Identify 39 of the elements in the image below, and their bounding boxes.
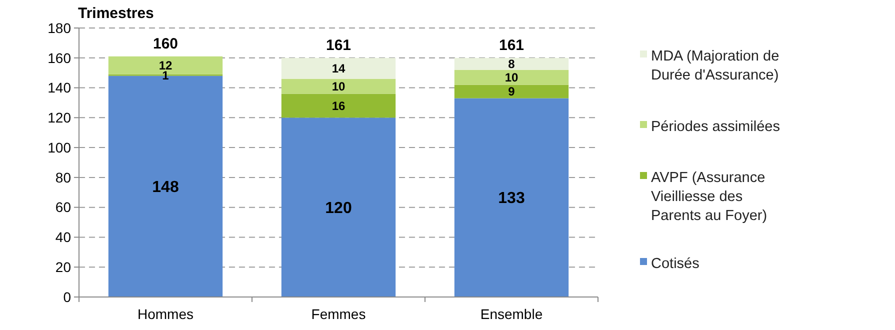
data-label: 16 xyxy=(332,98,346,113)
total-label: 161 xyxy=(326,36,352,54)
y-tick-label: 160 xyxy=(48,50,72,66)
y-tick-label: 120 xyxy=(48,110,72,126)
bar xyxy=(281,78,396,94)
legend-label: Cotisés xyxy=(651,256,700,272)
y-tick-label: 80 xyxy=(55,169,72,186)
data-label: 8 xyxy=(508,57,516,72)
data-label: 14 xyxy=(332,62,346,76)
data-label: 148 xyxy=(152,179,179,196)
bar xyxy=(281,118,396,297)
bar xyxy=(454,58,569,70)
y-tick-label: 140 xyxy=(48,80,72,96)
x-tick-label: Hommes xyxy=(137,306,194,322)
y-tick-label: 0 xyxy=(63,288,72,305)
data-label: 133 xyxy=(498,190,525,208)
legend-label: MDA (Majoration de Durée d'Assurance) xyxy=(651,48,780,84)
legend-label: Périodes assimilées xyxy=(651,119,780,135)
x-tick-label: Ensemble xyxy=(480,306,543,322)
legend-label: AVPF (Assurance Vieilliesse des Parents au Foyer) xyxy=(651,170,768,224)
data-label: 120 xyxy=(325,200,352,217)
bar xyxy=(454,70,569,85)
y-tick-label: 100 xyxy=(48,139,72,156)
y-axis-title: Trimestres xyxy=(78,5,154,22)
bar xyxy=(454,84,569,98)
bar xyxy=(281,94,396,118)
bar xyxy=(454,98,569,297)
total-label: 160 xyxy=(152,35,178,52)
total-label: 161 xyxy=(498,36,524,54)
y-tick-label: 180 xyxy=(48,20,72,36)
y-tick-label: 60 xyxy=(55,199,72,216)
data-label: 10 xyxy=(332,79,346,94)
data-label: 1 xyxy=(162,68,170,82)
y-tick-label: 20 xyxy=(55,259,72,276)
data-label: 9 xyxy=(508,84,516,99)
y-tick-label: 40 xyxy=(55,229,72,246)
bar xyxy=(281,58,396,79)
data-label: 10 xyxy=(504,70,518,85)
x-tick-label: Femmes xyxy=(311,306,366,322)
